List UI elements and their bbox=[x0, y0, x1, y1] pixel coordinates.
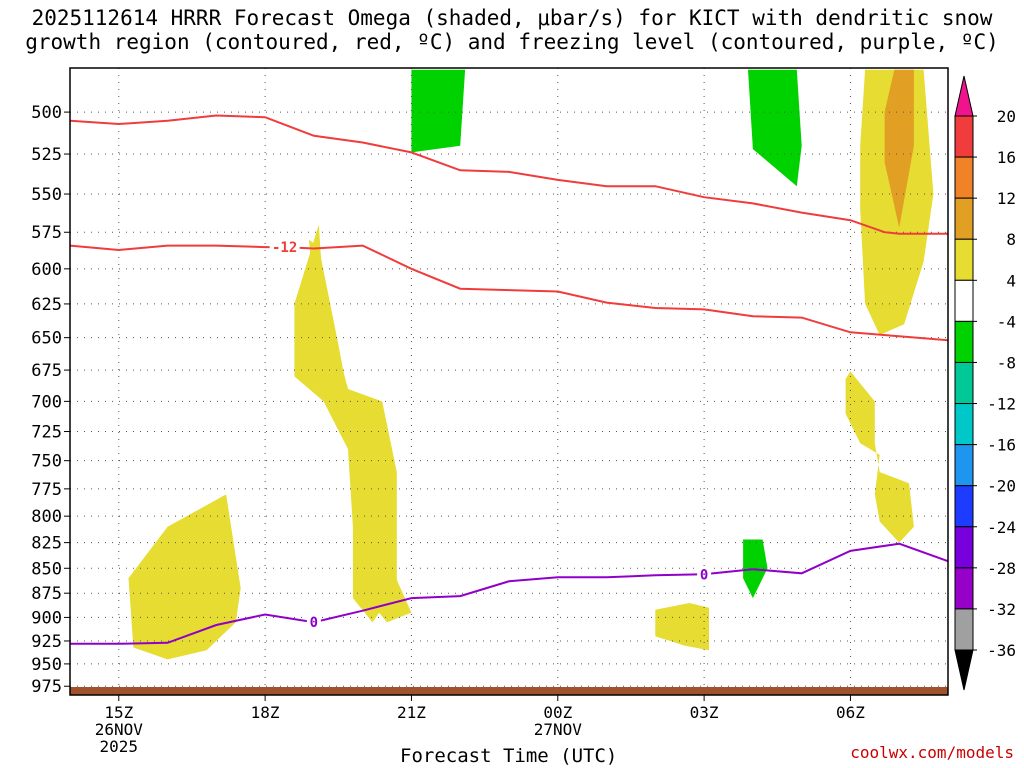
colorbar-label-2: 12 bbox=[997, 189, 1016, 208]
colorbar-swatch-11 bbox=[954, 567, 974, 610]
omega-region-3 bbox=[655, 603, 709, 651]
y-tick-label-775: 775 bbox=[31, 480, 62, 500]
y-tick-label-800: 800 bbox=[31, 507, 62, 527]
colorbar-top-arrow bbox=[954, 75, 974, 117]
colorbar-swatch-6 bbox=[954, 361, 974, 405]
dgz-contour-1 bbox=[70, 244, 948, 342]
y-tick-label-575: 575 bbox=[31, 223, 62, 243]
freezing-contour-0 bbox=[70, 542, 948, 645]
contour-label-bg-2 bbox=[697, 566, 712, 583]
y-tick-label-850: 850 bbox=[31, 559, 62, 579]
colorbar-label-3: 8 bbox=[1006, 230, 1016, 249]
y-tick-label-950: 950 bbox=[31, 655, 62, 675]
y-tick-label-550: 550 bbox=[31, 185, 62, 205]
contour-label-1: 0 bbox=[310, 615, 318, 631]
y-tick-label-925: 925 bbox=[31, 632, 62, 652]
colorbar: 20 16 12 8 4 -4 -8 -12 -16 -20 -24 -28 -32 -36 bbox=[954, 75, 1016, 691]
colorbar-swatch-8 bbox=[954, 444, 974, 487]
x-tick-label-24-1: 27NOV bbox=[534, 720, 583, 739]
contour-lines bbox=[70, 114, 948, 645]
x-tick-label-15-0: 15Z bbox=[104, 703, 133, 722]
contour-label-bg-1 bbox=[306, 614, 321, 631]
contour-labels: -12 0 0 bbox=[269, 239, 712, 631]
colorbar-label-9: -20 bbox=[987, 477, 1016, 496]
omega-region-8 bbox=[748, 69, 802, 187]
colorbar-swatch-2 bbox=[954, 197, 974, 240]
omega-region-6 bbox=[884, 69, 914, 228]
colorbar-label-5: -4 bbox=[997, 312, 1016, 331]
axes: 500 525 550 575 600 625 650 675 700 725 750 775 800 8… bbox=[31, 67, 949, 756]
ground-strip bbox=[70, 687, 948, 695]
x-tick-label-27-0: 03Z bbox=[690, 703, 719, 722]
colorbar-swatch-12 bbox=[954, 608, 974, 651]
contour-label-bg-0 bbox=[269, 239, 300, 256]
colorbar-label-1: 16 bbox=[997, 148, 1016, 167]
x-tick-label-15-2: 2025 bbox=[100, 737, 139, 756]
colorbar-label-6: -8 bbox=[997, 353, 1016, 372]
omega-region-4 bbox=[845, 371, 914, 543]
x-tick-label-21-0: 21Z bbox=[397, 703, 426, 722]
y-tick-label-700: 700 bbox=[31, 392, 62, 412]
colorbar-swatch-1 bbox=[954, 156, 974, 199]
omega-shading bbox=[128, 69, 934, 660]
contour-label-2: 0 bbox=[700, 567, 708, 583]
colorbar-swatch-0 bbox=[954, 115, 974, 158]
y-tick-label-600: 600 bbox=[31, 260, 62, 280]
y-tick-label-650: 650 bbox=[31, 329, 62, 349]
colorbar-label-13: -36 bbox=[987, 641, 1016, 660]
contour-label-0: -12 bbox=[272, 240, 297, 256]
y-tick-label-500: 500 bbox=[31, 103, 62, 123]
plot-frame bbox=[69, 67, 949, 696]
y-tick-label-975: 975 bbox=[31, 677, 62, 697]
y-tick-label-525: 525 bbox=[31, 145, 62, 165]
watermark: coolwx.com/models bbox=[850, 743, 1014, 762]
omega-region-2 bbox=[294, 224, 397, 623]
x-tick-label-30-0: 06Z bbox=[836, 703, 865, 722]
y-tick-label-725: 725 bbox=[31, 423, 62, 443]
chart-title: 2025112614 HRRR Forecast Omega (shaded, … bbox=[0, 6, 1024, 54]
colorbar-swatch-7 bbox=[954, 403, 974, 446]
omega-region-7 bbox=[411, 69, 466, 153]
x-axis-title: Forecast Time (UTC) bbox=[400, 745, 618, 767]
colorbar-label-4: 4 bbox=[1006, 271, 1016, 290]
colorbar-swatch-3 bbox=[954, 238, 974, 281]
omega-region-0 bbox=[128, 494, 241, 660]
title-line-2: growth region (contoured, red, ºC) and f… bbox=[25, 30, 999, 54]
colorbar-swatch-9 bbox=[954, 485, 974, 528]
y-tick-label-825: 825 bbox=[31, 534, 62, 554]
y-tick-label-625: 625 bbox=[31, 295, 62, 315]
colorbar-swatch-4 bbox=[954, 279, 974, 322]
y-tick-label-750: 750 bbox=[31, 452, 62, 472]
x-tick-label-24-0: 00Z bbox=[543, 703, 572, 722]
x-tick-label-18-0: 18Z bbox=[251, 703, 280, 722]
colorbar-label-8: -16 bbox=[987, 436, 1016, 455]
colorbar-label-11: -28 bbox=[987, 559, 1016, 578]
title-line-1: 2025112614 HRRR Forecast Omega (shaded, … bbox=[31, 6, 993, 30]
x-tick-label-15-1: 26NOV bbox=[95, 720, 144, 739]
y-tick-label-675: 675 bbox=[31, 361, 62, 381]
dgz-contour-0 bbox=[70, 114, 948, 235]
colorbar-label-12: -32 bbox=[987, 600, 1016, 619]
y-tick-label-875: 875 bbox=[31, 584, 62, 604]
colorbar-swatch-10 bbox=[954, 526, 974, 569]
colorbar-label-0: 20 bbox=[997, 107, 1016, 126]
omega-region-1 bbox=[309, 239, 412, 623]
y-tick-label-900: 900 bbox=[31, 608, 62, 628]
colorbar-bottom-arrow bbox=[954, 649, 974, 691]
colorbar-swatch-5 bbox=[954, 320, 974, 363]
colorbar-label-10: -24 bbox=[987, 518, 1016, 537]
colorbar-label-7: -12 bbox=[987, 395, 1016, 414]
